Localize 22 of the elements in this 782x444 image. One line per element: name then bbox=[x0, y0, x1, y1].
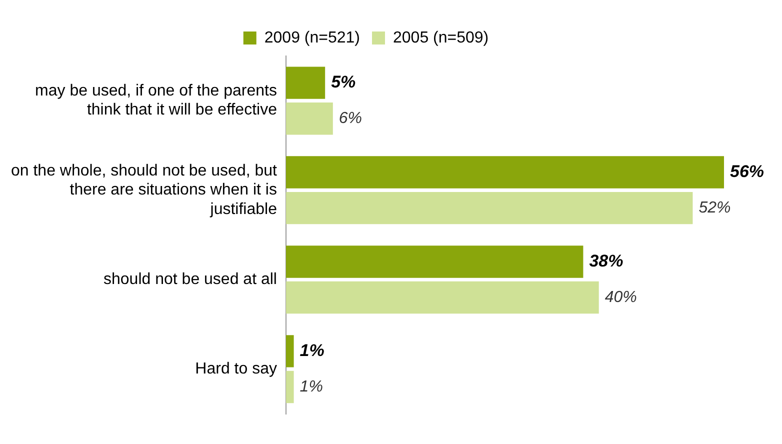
data-label: 56% bbox=[730, 162, 764, 181]
data-label: 1% bbox=[300, 340, 324, 360]
legend-label: 2005 (n=509) bbox=[393, 29, 489, 46]
bar bbox=[286, 281, 599, 314]
bar bbox=[286, 335, 294, 368]
data-label: 38% bbox=[589, 251, 624, 270]
data-label: 40% bbox=[604, 288, 637, 306]
bar bbox=[286, 370, 294, 404]
y-tick-label: may be used, if one of the parents think that it will be effective bbox=[35, 82, 278, 119]
bar bbox=[286, 156, 724, 188]
bar bbox=[286, 102, 333, 135]
legend-label: 2009 (n=521) bbox=[264, 29, 360, 46]
data-label: 1% bbox=[300, 378, 323, 396]
data-label: 52% bbox=[698, 200, 731, 217]
y-tick-label: on the whole, should not be used, but there are situations when it is justifiable bbox=[10, 162, 278, 218]
y-tick-label: Hard to say bbox=[195, 360, 277, 378]
bar bbox=[286, 192, 693, 224]
bar bbox=[286, 66, 326, 99]
data-label: 6% bbox=[338, 110, 362, 128]
y-tick-label: should not be used at all bbox=[104, 271, 277, 288]
bar bbox=[286, 246, 584, 278]
data-label: 5% bbox=[331, 72, 356, 92]
